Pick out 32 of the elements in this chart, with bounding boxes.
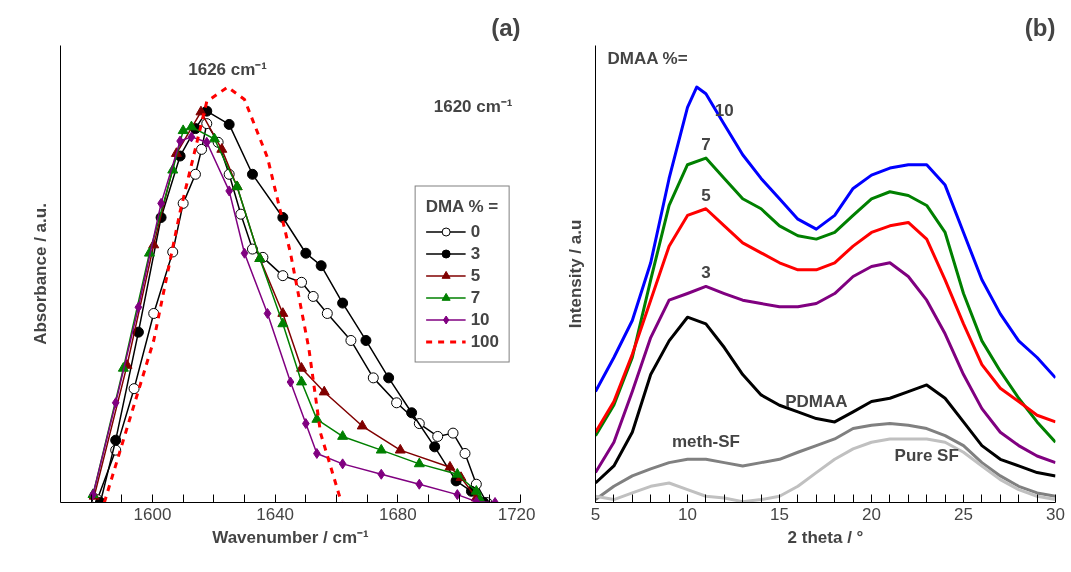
- annotation: meth-SF: [671, 432, 740, 452]
- legend-title: DMA % =: [425, 196, 499, 216]
- annotation: PDMAA: [785, 391, 848, 411]
- annotation: 7: [701, 135, 711, 155]
- annotation: 3: [701, 263, 711, 283]
- y-axis-title: Intensity / a.u: [565, 219, 585, 329]
- x-tick-label: 1720: [497, 504, 536, 524]
- x-tick-label: 1640: [256, 504, 295, 524]
- legend-label: 100: [470, 331, 499, 351]
- x-tick-label: 1680: [378, 504, 417, 524]
- legend-label: 7: [470, 287, 482, 307]
- annotation: Pure SF: [894, 445, 959, 465]
- annotation: 5: [701, 185, 711, 205]
- x-tick-label: 5: [590, 504, 601, 524]
- legend-label: 3: [470, 243, 482, 263]
- text: DMAA %=: [607, 48, 688, 68]
- x-axis-title: 2 theta / °: [787, 527, 864, 547]
- annotation: 1620 cm⁻¹: [433, 96, 513, 116]
- legend-label: 5: [470, 265, 482, 285]
- y-axis-title: Absorbance / a.u.: [30, 203, 50, 345]
- chart-title: (b): [1024, 13, 1056, 41]
- annotation: 1626 cm⁻¹: [188, 60, 268, 80]
- x-tick-label: 10: [678, 504, 697, 524]
- x-tick-label: 25: [954, 504, 973, 524]
- legend-label: 10: [470, 309, 491, 329]
- x-tick-label: 30: [1046, 504, 1065, 524]
- chart-title: (a): [491, 13, 521, 41]
- x-tick-label: 1600: [133, 504, 172, 524]
- legend-label: 0: [470, 221, 482, 241]
- x-axis-title: Wavenumber / cm⁻¹: [212, 527, 370, 547]
- x-tick-label: 20: [862, 504, 881, 524]
- x-tick-label: 15: [770, 504, 789, 524]
